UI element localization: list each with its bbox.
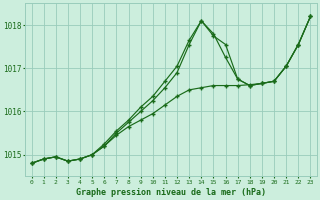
X-axis label: Graphe pression niveau de la mer (hPa): Graphe pression niveau de la mer (hPa) (76, 188, 266, 197)
